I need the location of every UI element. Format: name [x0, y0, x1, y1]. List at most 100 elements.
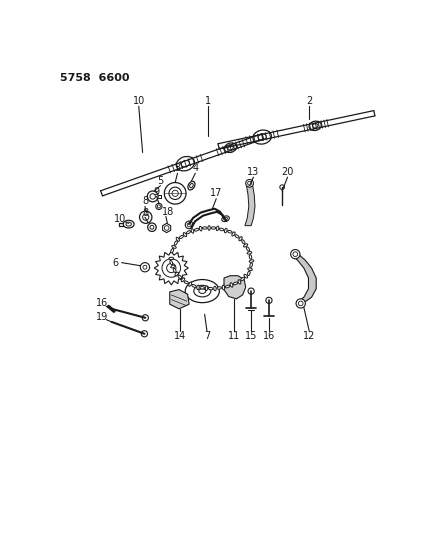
Ellipse shape	[192, 285, 196, 287]
Text: 13: 13	[247, 167, 259, 177]
Ellipse shape	[224, 217, 227, 220]
Text: 2: 2	[306, 96, 312, 106]
Circle shape	[280, 185, 285, 189]
Ellipse shape	[123, 220, 134, 228]
Circle shape	[156, 203, 162, 209]
Text: 6: 6	[113, 257, 119, 268]
Polygon shape	[291, 255, 316, 303]
Ellipse shape	[224, 143, 237, 152]
Ellipse shape	[211, 227, 216, 229]
Ellipse shape	[172, 245, 176, 248]
Text: 8: 8	[142, 196, 148, 206]
Circle shape	[158, 205, 160, 208]
Ellipse shape	[183, 232, 187, 237]
Circle shape	[246, 180, 253, 187]
Text: 3: 3	[175, 163, 181, 173]
Text: 14: 14	[174, 331, 186, 341]
Circle shape	[150, 193, 155, 199]
Ellipse shape	[244, 244, 248, 247]
Ellipse shape	[205, 286, 208, 290]
Ellipse shape	[179, 236, 184, 239]
Text: 18: 18	[162, 207, 174, 217]
Text: 15: 15	[245, 331, 257, 341]
Circle shape	[296, 299, 305, 308]
Circle shape	[185, 221, 193, 229]
Ellipse shape	[171, 265, 175, 268]
Circle shape	[248, 288, 254, 294]
Ellipse shape	[309, 121, 321, 131]
Circle shape	[148, 223, 156, 231]
Ellipse shape	[184, 281, 188, 284]
Ellipse shape	[247, 252, 252, 254]
Text: 7: 7	[204, 331, 210, 341]
Ellipse shape	[242, 240, 245, 244]
Ellipse shape	[247, 271, 250, 276]
Ellipse shape	[258, 134, 266, 140]
Ellipse shape	[249, 255, 252, 259]
Ellipse shape	[239, 237, 242, 241]
Ellipse shape	[181, 278, 185, 281]
Ellipse shape	[253, 130, 271, 144]
Ellipse shape	[176, 237, 179, 241]
Ellipse shape	[241, 277, 244, 281]
Polygon shape	[224, 276, 246, 299]
Text: 16: 16	[96, 298, 108, 309]
Circle shape	[166, 263, 176, 273]
Ellipse shape	[228, 146, 233, 150]
Ellipse shape	[233, 282, 238, 285]
Ellipse shape	[170, 261, 173, 265]
Circle shape	[164, 225, 169, 230]
Ellipse shape	[176, 157, 194, 171]
Text: 9: 9	[154, 187, 160, 197]
Circle shape	[143, 265, 147, 269]
Ellipse shape	[174, 241, 177, 245]
Ellipse shape	[191, 229, 194, 233]
Circle shape	[162, 259, 181, 277]
Ellipse shape	[222, 216, 229, 222]
Circle shape	[147, 191, 158, 202]
Ellipse shape	[232, 232, 235, 236]
Circle shape	[248, 181, 252, 185]
Ellipse shape	[312, 124, 318, 128]
Ellipse shape	[246, 247, 250, 251]
Ellipse shape	[230, 282, 233, 287]
Ellipse shape	[208, 287, 213, 290]
Ellipse shape	[224, 228, 227, 233]
Text: 10: 10	[133, 96, 145, 106]
Ellipse shape	[181, 160, 190, 167]
Ellipse shape	[188, 181, 195, 190]
Ellipse shape	[199, 289, 206, 294]
Ellipse shape	[173, 268, 176, 272]
Ellipse shape	[228, 230, 232, 233]
Ellipse shape	[214, 286, 216, 291]
Ellipse shape	[175, 272, 178, 276]
Text: 11: 11	[228, 331, 240, 341]
Text: 10: 10	[114, 214, 126, 224]
Ellipse shape	[248, 268, 252, 271]
Ellipse shape	[186, 231, 190, 234]
Circle shape	[164, 182, 186, 204]
Ellipse shape	[216, 226, 219, 231]
Ellipse shape	[244, 274, 247, 278]
Ellipse shape	[235, 235, 239, 238]
Ellipse shape	[126, 222, 131, 226]
Ellipse shape	[194, 285, 211, 297]
Text: 8: 8	[142, 207, 148, 217]
Ellipse shape	[197, 285, 199, 290]
Circle shape	[172, 190, 178, 196]
Ellipse shape	[178, 275, 182, 279]
Text: 5: 5	[158, 176, 163, 186]
Ellipse shape	[200, 287, 205, 289]
Circle shape	[140, 263, 150, 272]
Ellipse shape	[190, 183, 193, 188]
Ellipse shape	[250, 263, 253, 268]
Ellipse shape	[194, 229, 199, 231]
Ellipse shape	[169, 257, 174, 260]
Ellipse shape	[199, 227, 202, 231]
Ellipse shape	[217, 287, 222, 289]
Ellipse shape	[249, 260, 254, 262]
Polygon shape	[154, 251, 188, 285]
Text: 12: 12	[303, 331, 315, 341]
Ellipse shape	[220, 228, 224, 231]
Ellipse shape	[222, 285, 225, 290]
